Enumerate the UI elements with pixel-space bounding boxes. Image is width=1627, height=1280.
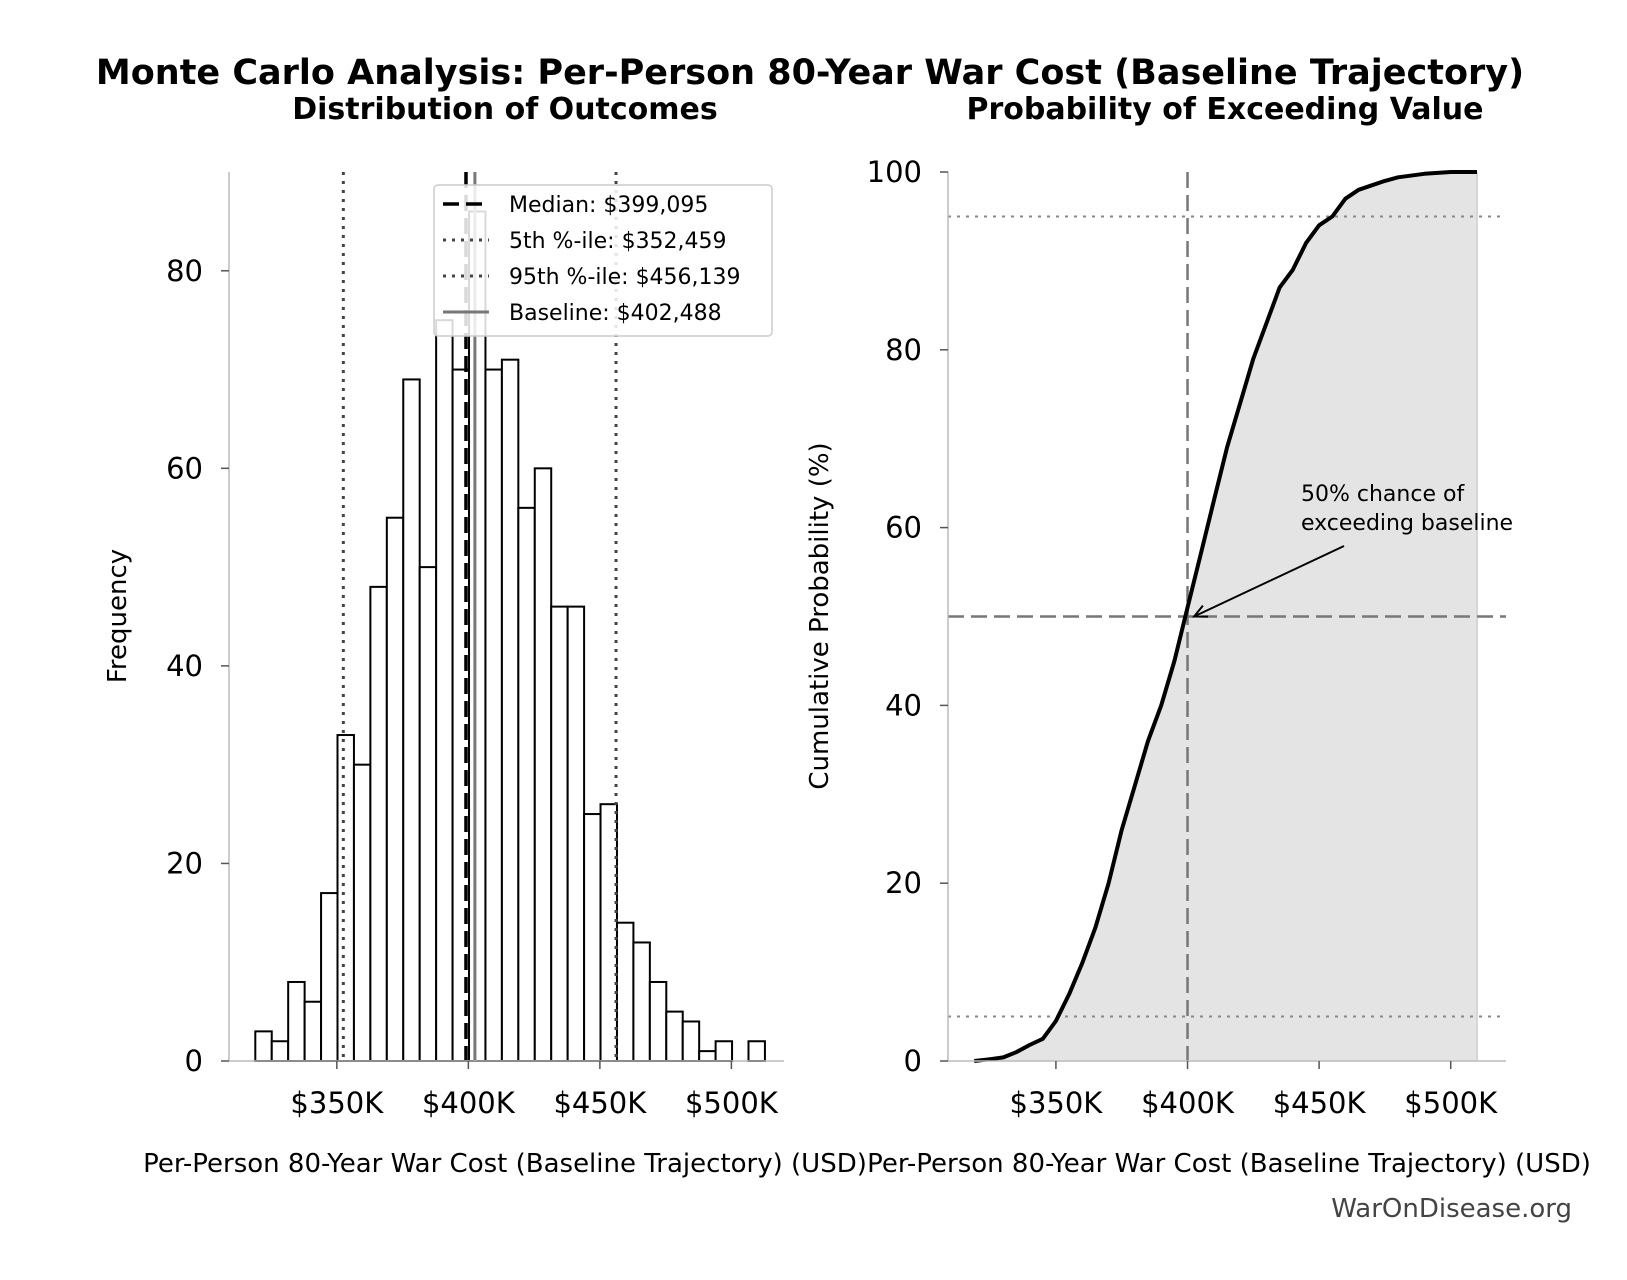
histogram-bar bbox=[336, 734, 355, 1062]
histogram-y-axis-label: Frequency bbox=[103, 549, 133, 683]
histogram-bar bbox=[484, 368, 503, 1062]
histogram-x-tick-label: $450K bbox=[553, 1086, 647, 1120]
histogram-bar bbox=[632, 941, 651, 1063]
annotation-line-2: exceeding baseline bbox=[1301, 511, 1513, 536]
histogram-bar bbox=[583, 813, 602, 1062]
histogram-bar bbox=[385, 516, 405, 1062]
legend-entry-5th: 5th %-ile: $352,459 bbox=[509, 229, 727, 254]
histogram-y-tick-label: 0 bbox=[185, 1044, 203, 1078]
annotation-arrow bbox=[1193, 545, 1345, 618]
exceedance-y-tick-label: 100 bbox=[867, 155, 922, 189]
histogram-bar bbox=[287, 980, 306, 1063]
watermark: WarOnDisease.org bbox=[1331, 1194, 1572, 1224]
exceedance-x-tick-label: $400K bbox=[1141, 1086, 1235, 1120]
exceedance-x-tick-label: $350K bbox=[1010, 1086, 1104, 1120]
histogram-bar bbox=[698, 1050, 717, 1062]
histogram-bar bbox=[681, 1020, 701, 1063]
histogram-x-tick-label: $350K bbox=[290, 1086, 384, 1120]
histogram-bar bbox=[435, 319, 454, 1062]
histogram-title: Distribution of Outcomes bbox=[292, 92, 718, 127]
histogram-bar bbox=[369, 585, 388, 1062]
histogram-bar bbox=[500, 358, 520, 1062]
exceedance-y-axis-label: Cumulative Probability (%) bbox=[805, 442, 835, 789]
histogram-bar bbox=[615, 921, 635, 1063]
histogram-bar bbox=[254, 1030, 273, 1063]
exceedance-y-tick-label: 40 bbox=[885, 688, 922, 722]
histogram-bar bbox=[550, 605, 569, 1062]
legend-entry-baseline: Baseline: $402,488 bbox=[509, 301, 722, 326]
histogram-bar bbox=[270, 1040, 290, 1062]
exceedance-y-tick-label: 0 bbox=[904, 1044, 922, 1078]
histogram-bar bbox=[303, 1000, 323, 1063]
histogram-bar bbox=[517, 506, 536, 1063]
exceedance-x-ticks: $350K $400K $450K $500K bbox=[1010, 1061, 1498, 1120]
histogram-bar bbox=[402, 378, 421, 1062]
histogram-y-ticks: 0 20 40 60 80 bbox=[166, 254, 229, 1078]
exceedance-x-axis-label: Per-Person 80-Year War Cost (Baseline Tr… bbox=[867, 1149, 1591, 1179]
exceedance-annotation: 50% chance of exceeding baseline bbox=[1191, 482, 1513, 618]
histogram-bar bbox=[468, 210, 487, 1062]
exceedance-reference-lines bbox=[948, 172, 1506, 1061]
exceedance-x-tick-label: $500K bbox=[1404, 1086, 1498, 1120]
histogram-bar bbox=[747, 1040, 766, 1062]
legend-entry-95th: 95th %-ile: $456,139 bbox=[509, 265, 741, 290]
histogram-bar bbox=[533, 467, 553, 1063]
histogram-y-tick-label: 40 bbox=[166, 649, 203, 683]
histogram-x-tick-label: $400K bbox=[422, 1086, 516, 1120]
histogram-bar bbox=[352, 763, 372, 1063]
histogram-bars bbox=[254, 210, 766, 1063]
histogram-bar bbox=[418, 566, 438, 1062]
exceedance-panel: Probability of Exceeding Value $350K $400… bbox=[805, 92, 1591, 1179]
exceedance-x-tick-label: $450K bbox=[1273, 1086, 1367, 1120]
histogram-bar bbox=[714, 1040, 734, 1062]
histogram-bar bbox=[665, 1010, 684, 1062]
histogram-y-tick-label: 20 bbox=[166, 846, 203, 880]
exceedance-curve bbox=[974, 170, 1477, 1063]
annotation-arrowhead bbox=[1191, 604, 1209, 618]
histogram-bar bbox=[599, 803, 618, 1063]
exceedance-y-tick-label: 60 bbox=[885, 511, 922, 545]
histogram-x-ticks: $350K $400K $450K $500K bbox=[290, 1061, 779, 1120]
figure-suptitle: Monte Carlo Analysis: Per-Person 80-Year… bbox=[96, 53, 1524, 93]
histogram-x-tick-label: $500K bbox=[685, 1086, 779, 1120]
histogram-bar bbox=[320, 892, 339, 1062]
exceedance-y-tick-label: 20 bbox=[885, 866, 922, 900]
histogram-bar bbox=[648, 980, 668, 1063]
legend-frame bbox=[433, 184, 773, 337]
histogram-y-tick-label: 80 bbox=[166, 254, 203, 288]
annotation-line-1: 50% chance of bbox=[1301, 482, 1465, 507]
histogram-bar bbox=[566, 605, 586, 1062]
exceedance-y-ticks: 0 20 40 60 80 100 bbox=[867, 155, 948, 1078]
exceedance-y-tick-label: 80 bbox=[885, 333, 922, 367]
histogram-y-tick-label: 60 bbox=[166, 451, 203, 485]
histogram-x-axis-label: Per-Person 80-Year War Cost (Baseline Tr… bbox=[143, 1149, 867, 1179]
exceedance-title: Probability of Exceeding Value bbox=[966, 92, 1483, 127]
legend-entry-median: Median: $399,095 bbox=[509, 193, 708, 218]
histogram-legend: Median: $399,095 5th %-ile: $352,459 95t… bbox=[433, 184, 773, 337]
histogram-panel: Distribution of Outcomes $350K $400K $450K… bbox=[103, 92, 867, 1179]
